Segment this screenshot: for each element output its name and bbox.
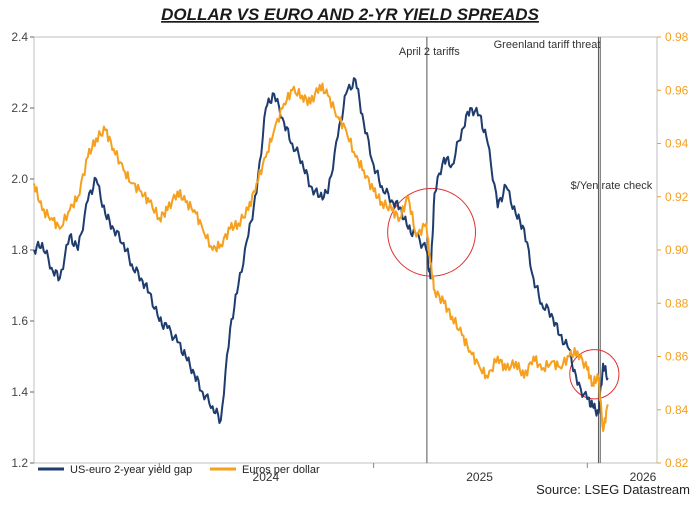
right-tick-label: 0.84 (665, 403, 689, 417)
right-tick-label: 0.82 (665, 456, 689, 470)
right-axis: 0.82 0.84 0.86 0.88 0.90 0.92 0.94 0.96 0.98 (657, 30, 689, 470)
highlight-circle (569, 349, 620, 400)
x-tick-label: 2025 (466, 470, 493, 484)
chart-title: DOLLAR VS EURO AND 2-YR YIELD SPREADS (161, 5, 539, 24)
right-tick-label: 0.90 (665, 243, 689, 257)
euros-per-dollar-line (33, 82, 609, 432)
left-tick-label: 1.6 (11, 314, 28, 328)
annotation-greenland: Greenland tariff threat (494, 39, 601, 51)
x-tick-label: 2026 (630, 470, 657, 484)
legend-label-spread: US-euro 2-year yield gap (70, 464, 192, 476)
x-tick-label: 2024 (253, 470, 280, 484)
right-tick-label: 0.94 (665, 137, 689, 151)
left-tick-label: 1.2 (11, 456, 28, 470)
left-tick-label: 2.2 (11, 101, 28, 115)
event-lines (426, 37, 601, 463)
annotation-april-2-tariffs: April 2 tariffs (399, 46, 460, 58)
left-tick-label: 1.4 (11, 385, 28, 399)
annotations: April 2 tariffs Greenland tariff threat $/… (399, 39, 653, 192)
right-tick-label: 0.92 (665, 190, 689, 204)
source-note: Source: LSEG Datastream (536, 482, 690, 497)
legend: US-euro 2-year yield gap Euros per dolla… (38, 464, 320, 476)
right-tick-label: 0.96 (665, 83, 689, 97)
right-tick-label: 0.86 (665, 350, 689, 364)
left-axis: 1.2 1.4 1.6 1.8 2.0 2.2 2.4 (11, 30, 34, 470)
legend-label-euro: Euros per dollar (242, 464, 320, 476)
left-tick-label: 2.4 (11, 30, 28, 44)
annotation-yen-check: $/Yen rate check (571, 180, 653, 192)
right-tick-label: 0.88 (665, 296, 689, 310)
x-axis: 2024 2025 2026 (158, 463, 657, 484)
left-tick-label: 1.8 (11, 243, 28, 257)
yield-gap-line (33, 77, 609, 424)
series-lines (33, 77, 609, 432)
left-tick-label: 2.0 (11, 172, 28, 186)
right-tick-label: 0.98 (665, 30, 689, 44)
